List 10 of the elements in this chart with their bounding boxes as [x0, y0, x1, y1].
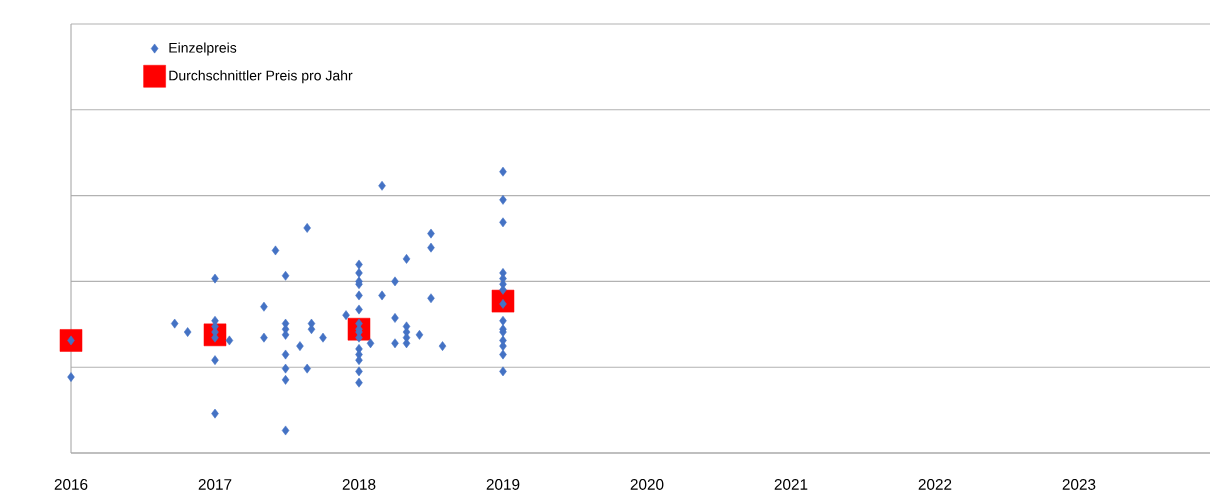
x-tick-label: 2017 [198, 479, 232, 490]
x-tick-label: 2019 [486, 479, 520, 490]
x-tick-label: 2018 [342, 479, 376, 490]
x-tick-label: 2022 [918, 479, 952, 490]
legend-label: Durchschnittler Preis pro Jahr [169, 70, 353, 84]
x-tick-label: 2023 [1062, 479, 1096, 490]
legend-label: Einzelpreis [169, 42, 237, 56]
x-tick-label: 2020 [630, 479, 664, 490]
x-tick-label: 2021 [774, 479, 808, 490]
x-tick-label: 2016 [54, 479, 88, 490]
